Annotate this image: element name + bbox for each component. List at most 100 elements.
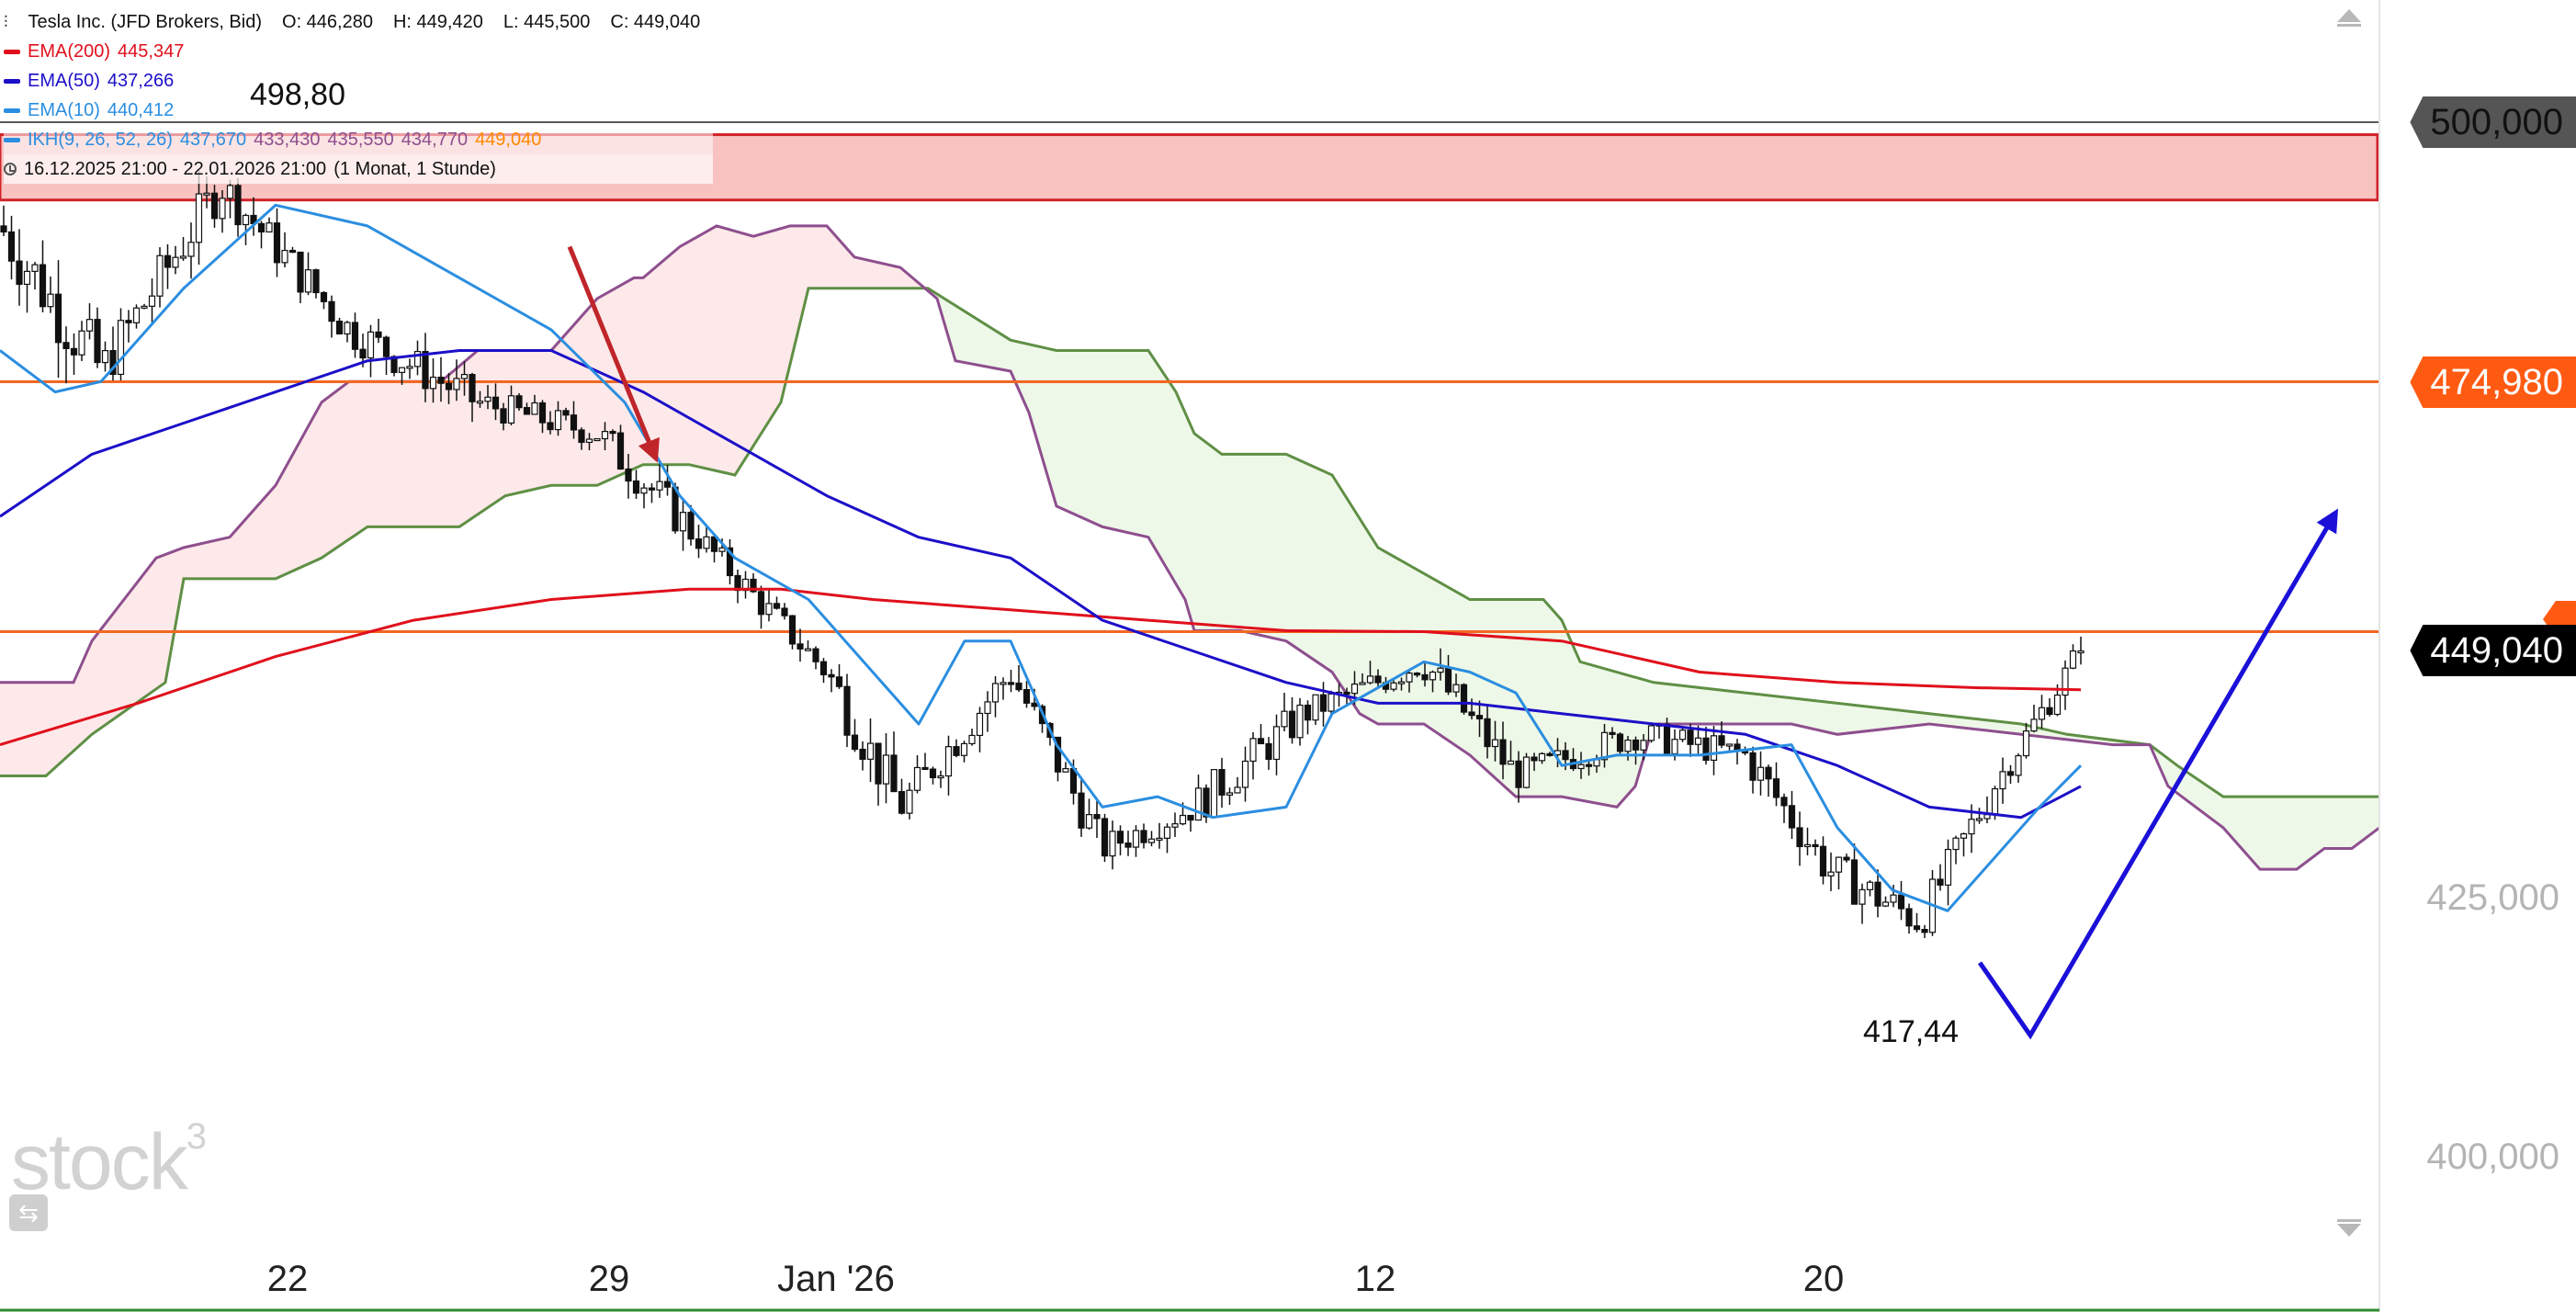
candle-down — [1585, 763, 1593, 767]
cloud-slice — [1773, 696, 1782, 725]
candle-up — [101, 349, 109, 364]
cloud-slice — [524, 350, 533, 492]
ikh-value-4: 434,770 — [401, 130, 469, 150]
cloud-slice — [726, 228, 735, 475]
scroll-up-icon[interactable] — [2335, 7, 2363, 28]
x-tick-jan26: Jan '26 — [777, 1259, 895, 1299]
cloud-slice — [891, 265, 900, 288]
cloud-slice — [1102, 350, 1112, 529]
candle-down — [1304, 704, 1312, 721]
cloud-slice — [873, 261, 882, 288]
ikh-value-2: 433,430 — [254, 130, 321, 150]
cloud-slice — [1396, 558, 1406, 725]
candle-up — [1312, 694, 1319, 721]
legend-ema50[interactable]: EMA(50) 437,266 — [4, 66, 713, 96]
high-value: H: 449,420 — [392, 12, 483, 32]
ema200-swatch — [4, 49, 20, 54]
candle-down — [1718, 735, 1725, 746]
candle-up — [1952, 837, 1960, 851]
candle-up — [640, 487, 648, 494]
candle-down — [164, 254, 172, 268]
candle-down — [491, 396, 500, 410]
candle-down — [851, 734, 859, 751]
cloud-slice — [772, 228, 781, 417]
candle-down — [898, 790, 906, 814]
cloud-slice — [496, 350, 505, 503]
candle-up — [991, 683, 1000, 703]
candle-up — [1827, 871, 1835, 877]
cloud-slice — [73, 662, 83, 752]
cloud-slice — [588, 298, 597, 486]
cloud-slice — [1810, 700, 1819, 730]
candle-up — [23, 270, 31, 286]
legend-ema10[interactable]: EMA(10) 440,412 — [4, 96, 713, 125]
swap-icon[interactable]: ⇆ — [9, 1194, 48, 1231]
cloud-slice — [413, 381, 423, 527]
candle-down — [1319, 694, 1328, 712]
cloud-slice — [1883, 708, 1892, 730]
candle-up — [219, 198, 226, 220]
candle-down — [1788, 805, 1796, 829]
candle-up — [1725, 743, 1734, 747]
candle-up — [226, 185, 234, 199]
candle-up — [1975, 818, 1983, 821]
cloud-slice — [854, 256, 864, 288]
candle-down — [616, 432, 625, 470]
candle-up — [2077, 650, 2085, 654]
ema50-value: 437,266 — [107, 71, 175, 91]
cloud-slice — [2205, 784, 2214, 821]
instrument-name: Tesla Inc. (JFD Brokers, Bid) — [28, 12, 263, 32]
candle-up — [187, 242, 195, 257]
cloud-slice — [1755, 694, 1764, 725]
cloud-slice — [1847, 704, 1856, 734]
cloud-slice — [1920, 712, 1929, 726]
cloud-slice — [349, 381, 358, 539]
candle-down — [828, 673, 835, 678]
cloud-slice — [92, 628, 101, 735]
cloud-slice — [211, 538, 220, 579]
cloud-slice — [2370, 797, 2379, 835]
cloud-slice — [946, 300, 955, 361]
candle-up — [968, 734, 976, 745]
candle-up — [344, 322, 351, 335]
y-tick-425: 425,000 — [2426, 877, 2559, 918]
candle-down — [445, 382, 453, 390]
candle-down — [1921, 929, 1928, 933]
candle-up — [1890, 894, 1897, 903]
cloud-slice — [2333, 797, 2343, 849]
legend-ema200[interactable]: EMA(200) 445,347 — [4, 37, 713, 66]
candle-up — [2069, 650, 2077, 669]
candle-up — [1640, 740, 1647, 751]
candle-down — [1616, 733, 1624, 752]
candle-down — [1937, 878, 1944, 886]
candle-down — [1772, 778, 1780, 798]
cloud-slice — [459, 357, 469, 527]
candle-up — [304, 269, 312, 293]
cloud-slice — [818, 225, 827, 288]
cloud-slice — [1295, 458, 1305, 654]
candlesticks — [0, 169, 2085, 938]
candle-up — [1491, 739, 1499, 748]
y-tick-400: 400,000 — [2426, 1137, 2559, 1177]
legend-ikh[interactable]: IKH(9, 26, 52, 26) 437,670 433,430 435,5… — [4, 125, 714, 154]
candle-up — [1803, 843, 1812, 848]
candle-up — [1710, 735, 1718, 762]
cloud-slice — [2278, 797, 2288, 870]
cloud-slice — [579, 309, 588, 486]
candle-up — [679, 512, 687, 532]
cloud-slice — [1148, 350, 1158, 553]
cloud-slice — [1966, 718, 1975, 730]
candle-down — [1499, 739, 1507, 765]
candle-down — [609, 431, 616, 435]
candle-up — [906, 789, 913, 814]
senkou-span-a-line — [0, 287, 2379, 798]
scroll-down-icon[interactable] — [2335, 1218, 2363, 1238]
candle-up — [281, 249, 288, 264]
ikh-label: IKH(9, 26, 52, 26) — [28, 130, 173, 150]
period-detail: (1 Monat, 1 Stunde) — [333, 159, 496, 179]
candle-up — [195, 193, 203, 243]
candle-up — [984, 701, 991, 715]
candle-up — [179, 255, 187, 259]
candle-down — [16, 260, 23, 286]
